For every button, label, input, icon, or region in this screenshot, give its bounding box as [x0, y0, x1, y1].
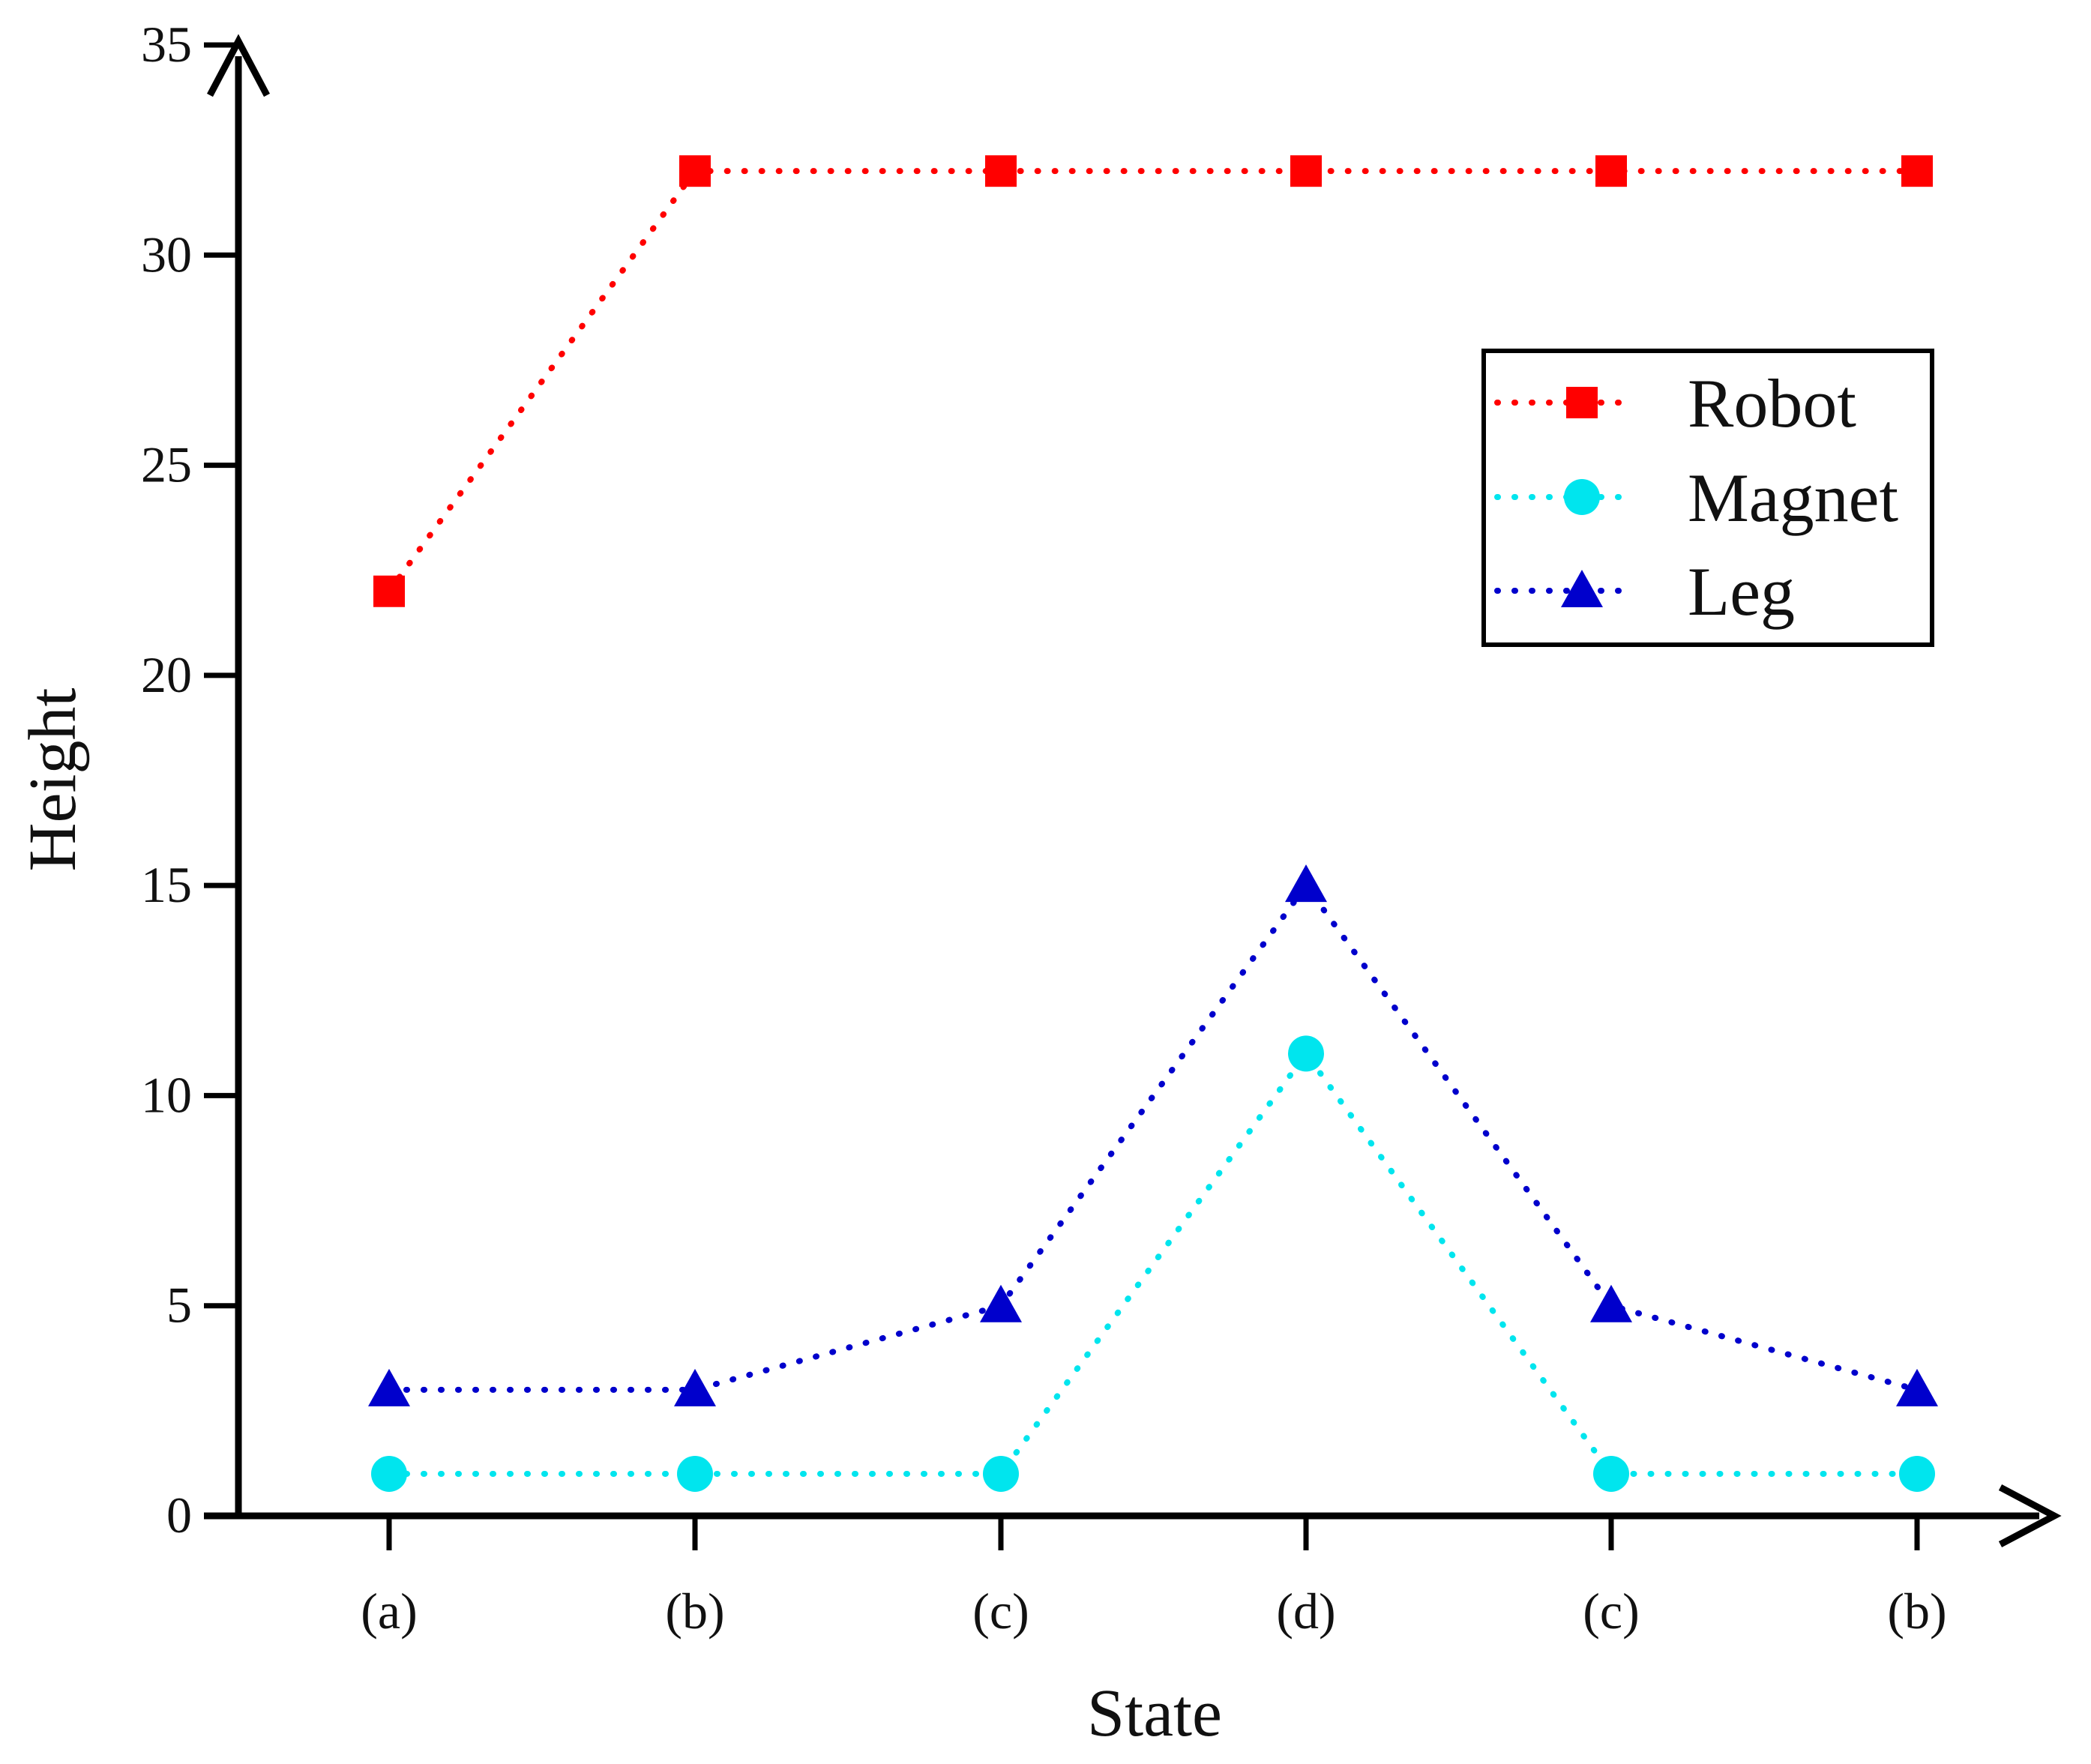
leg-data-point — [1896, 1368, 1938, 1406]
legend-magnet-marker — [1564, 479, 1600, 515]
robot-data-point — [679, 155, 711, 187]
robot-series-line — [386, 168, 1920, 594]
magnet-data-point — [371, 1455, 407, 1492]
axes — [204, 34, 2062, 1550]
robot-data-point — [1595, 155, 1627, 187]
leg-data-point — [1285, 864, 1327, 903]
tick-labels: 0 5 10 15 20 25 30 35 (a) (b) (c) (d) (c) (b) — [141, 16, 1947, 1640]
legend-robot-marker — [1566, 387, 1598, 418]
robot-data-point — [1290, 155, 1322, 187]
legend-leg-marker — [1561, 570, 1603, 607]
y-tick-label: 25 — [141, 436, 192, 493]
leg-data-point — [674, 1368, 716, 1406]
robot-data-point — [1901, 155, 1933, 187]
legend-robot-label: Robot — [1688, 365, 1856, 442]
y-tick-label: 35 — [141, 16, 192, 73]
leg-data-point — [368, 1368, 410, 1406]
magnet-data-point — [1593, 1455, 1629, 1492]
series-layer — [368, 155, 1938, 1492]
legend-magnet-label: Magnet — [1688, 460, 1898, 536]
magnet-data-point — [1899, 1455, 1935, 1492]
y-axis-title: Height — [16, 688, 90, 872]
x-tick-label: (b) — [665, 1583, 724, 1640]
leg-data-point — [1590, 1284, 1632, 1322]
x-tick-label: (c) — [972, 1583, 1029, 1640]
x-tick-label: (c) — [1583, 1583, 1639, 1640]
x-axis-arrow — [1998, 1484, 2062, 1547]
y-axis-arrow — [207, 34, 270, 97]
x-tick-label: (d) — [1276, 1583, 1335, 1640]
y-tick-label: 20 — [141, 646, 192, 703]
y-tick-label: 30 — [141, 226, 192, 283]
y-tick-label: 0 — [166, 1487, 192, 1544]
magnet-series-line — [386, 1048, 1920, 1477]
x-axis-title: State — [1087, 1676, 1222, 1751]
x-tick-label: (a) — [361, 1583, 417, 1640]
leg-data-point — [980, 1284, 1022, 1322]
y-tick-label: 5 — [166, 1277, 192, 1334]
legend-box — [1481, 349, 1934, 647]
magnet-data-point — [983, 1455, 1019, 1492]
y-tick-label: 15 — [141, 856, 192, 913]
legend-leg-label: Leg — [1688, 553, 1795, 630]
y-tick-label: 10 — [141, 1066, 192, 1123]
magnet-data-point — [1288, 1035, 1324, 1072]
magnet-data-point — [677, 1455, 713, 1492]
robot-data-point — [985, 155, 1017, 187]
x-tick-label: (b) — [1887, 1583, 1946, 1640]
legend: Robot Magnet Leg — [1481, 349, 1934, 647]
leg-series-line — [386, 880, 1920, 1393]
robot-data-point — [373, 575, 405, 607]
